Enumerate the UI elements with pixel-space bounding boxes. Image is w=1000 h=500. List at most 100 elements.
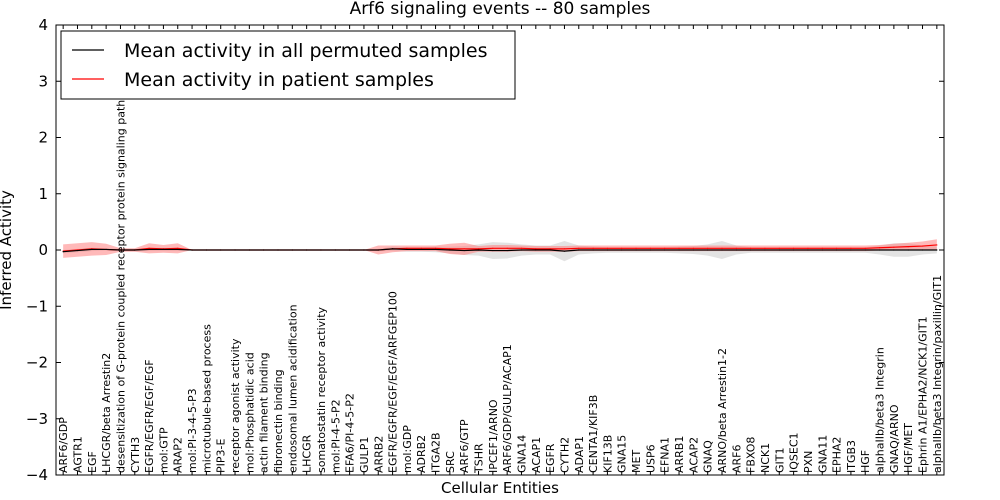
series-1-point [664,247,666,249]
legend-label-permuted: Mean activity in all permuted samples [124,40,487,62]
series-0-point [334,249,336,251]
x-axis: ARF6/GDP AGTR1 EGF LHCGR/beta Arrestin2 dese… [57,25,944,475]
series-0-point [449,249,451,251]
series-0-point [721,249,723,251]
x-tick-label: EGFR/EGFR/EGF/EGF [143,359,156,473]
series-1-point [821,247,823,249]
series-0-point [105,248,107,251]
series-0-point [907,249,909,251]
legend: Mean activity in all permuted samples Me… [60,30,516,100]
series-1-point [864,247,866,249]
x-tick-label: mol:GDP [401,425,414,473]
x-tick-label: KIF13B [601,435,614,473]
series-1-point [578,247,580,249]
x-tick-label: ARF6/GDP [57,417,70,473]
y-tick-label: 4 [38,16,48,34]
x-tick-label: endosomal lumen acidification [286,304,299,473]
x-tick-label: GNAQ [702,440,715,473]
x-tick-label: TSHR [473,443,486,474]
x-tick-label: ARRB1 [673,436,686,473]
series-0-point [606,249,609,251]
series-0-point [306,249,308,251]
series-1-point [921,245,924,247]
series-line-0 [63,248,937,253]
x-tick-label: GIT1 [773,448,786,474]
series-0-point [119,249,122,251]
x-tick-label: mol:PI-4-5-P2 [329,399,342,473]
series-1-point [907,246,909,248]
series-1-point [434,247,437,249]
series-0-point [678,249,680,251]
series-0-point [492,249,494,252]
series-0-point [220,249,222,251]
series-1-point [406,247,408,249]
series-0-point [62,251,64,253]
series-1-point [592,247,594,249]
series-0-point [420,248,422,251]
series-0-point [821,249,823,251]
series-1-point [563,248,566,250]
series-0-point [263,249,265,251]
series-1-point [936,244,938,246]
x-tick-label: EGFR [544,443,557,473]
series-1-point [692,247,694,249]
x-tick-label: ARF6 [730,445,743,474]
x-tick-label: ACAP1 [530,437,543,473]
series-0-point [893,249,895,251]
series-1-point [549,248,551,250]
series-1-point [721,247,723,249]
x-tick-label: EGF [86,451,99,473]
chart-title: Arf6 signaling events -- 80 samples [350,0,651,19]
series-0-point [391,248,394,250]
series-1-point [707,247,709,249]
x-tick-label: ARF6/GDP/GULP/ACAP1 [501,344,514,473]
x-tick-label: HGF/MET [902,423,915,473]
legend-box [60,30,516,100]
series-1-point [878,247,881,249]
series-1-point [750,247,752,249]
series-1-point [764,247,766,249]
series-0-point [649,249,651,251]
series-1-point [649,247,651,249]
series-0-point [750,249,752,251]
series-0-point [506,249,508,252]
series-0-point [635,249,637,251]
y-tick-label: 2 [38,129,48,147]
x-tick-label: fibronectin binding [272,369,285,473]
x-tick-label: EFNA1 [659,437,672,473]
series-0-point [621,249,623,251]
x-tick-label: SRC [444,451,457,473]
series-1-point [177,247,179,249]
x-tick-label: CENTA1/KIF3B [587,395,600,473]
x-tick-label: ARF6/GTP [458,419,471,473]
x-tick-label: MET [630,450,643,473]
x-tick-label: FBXO8 [745,437,758,473]
x-tick-label: GNA15 [616,435,629,473]
series-0-point [248,249,250,251]
series-0-point [864,249,866,251]
series-1-point [463,248,465,250]
x-tick-label: PIP3-E [215,439,228,473]
series-0-point [434,248,437,251]
series-0-point [76,249,79,252]
series-0-point [520,249,523,251]
series-0-point [807,249,809,251]
x-tick-label: LHCGR [301,434,314,473]
series-0-point [878,249,881,251]
x-tick-label: EFA6/PI-4-5-P2 [344,393,357,473]
series-1-point [420,247,422,249]
series-1-point [850,247,852,249]
x-tick-label: actin filament binding [258,352,271,473]
x-tick-label: ARNO/beta Arrestin1-2 [716,348,729,473]
x-tick-label: mol:GTP [157,427,170,473]
y-tick-label: −1 [26,297,48,315]
series-1-point [506,247,508,249]
series-1-point [807,247,809,249]
series-0-point [234,249,236,251]
x-tick-label: ARRB2 [372,436,385,473]
series-0-point [921,249,924,251]
series-0-point [778,249,780,251]
series-1-point [477,248,480,250]
series-0-point [692,249,694,251]
x-tick-label: GULP1 [358,437,371,473]
